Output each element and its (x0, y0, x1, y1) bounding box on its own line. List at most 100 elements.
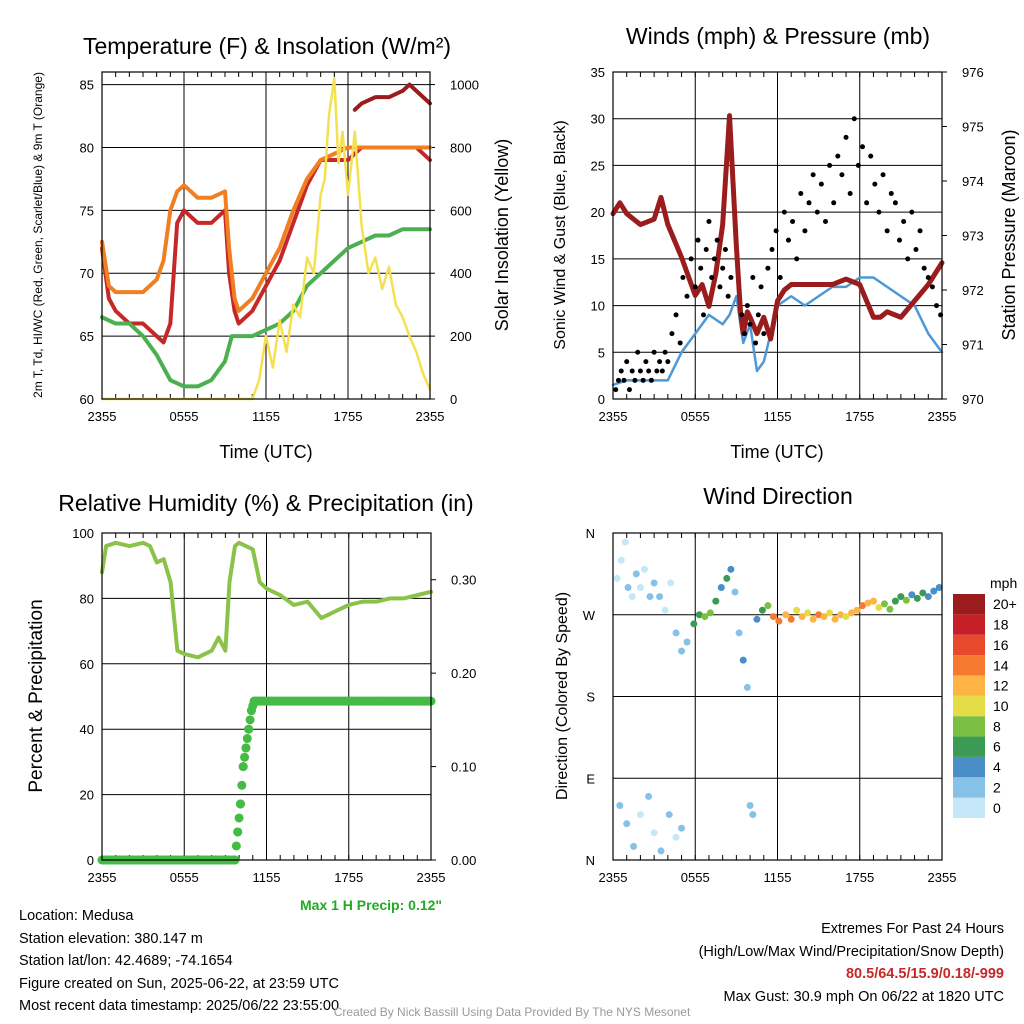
direction-point (853, 606, 861, 614)
gust-point (818, 181, 824, 187)
y-right-tick-label: 0.10 (451, 760, 476, 775)
colorbar-label: 20+ (993, 596, 1017, 612)
y-tick-label: 80 (80, 591, 94, 606)
gust-point (665, 359, 671, 365)
temperature-panel: Temperature (F) & Insolation (W/m²) 2355… (31, 33, 512, 462)
y-tick-label: 80 (80, 140, 94, 155)
winds-ylabel-right: Station Pressure (Maroon) (999, 129, 1019, 340)
gust-point (925, 275, 931, 281)
y-right-tick-label: 970 (962, 392, 984, 407)
gust-point (698, 265, 704, 271)
station-location: Location: Medusa (19, 908, 134, 924)
gust-point (635, 349, 641, 355)
insolation-line (100, 77, 432, 401)
gust-point (888, 190, 894, 196)
direction-point (657, 847, 665, 855)
direction-point (656, 593, 664, 601)
direction-point (667, 579, 675, 587)
gust-point (859, 144, 865, 150)
gust-point (929, 284, 935, 290)
direction-point (646, 593, 654, 601)
precip-point (240, 752, 250, 762)
direction-point (935, 584, 943, 591)
precip-point (233, 827, 243, 837)
direction-point (886, 605, 894, 613)
precip-point (245, 715, 255, 725)
x-tick-label: 0555 (681, 870, 710, 885)
gust-point (785, 237, 791, 243)
x-tick-label: 2355 (88, 409, 117, 424)
gust-point (814, 209, 820, 215)
direction-point (641, 565, 649, 573)
y-tick-label: 30 (591, 112, 605, 127)
humidity-title: Relative Humidity (%) & Precipitation (i… (58, 490, 473, 516)
direction-plot: 2355 0555 1155 1755 2355 N E S W N (583, 526, 957, 885)
gust-point (876, 209, 882, 215)
direction-point (924, 593, 932, 601)
y-tick-label: N (586, 853, 595, 868)
direction-panel: Wind Direction 2355 0555 1155 1755 2355 N E S W N… (554, 483, 1017, 885)
direction-point (630, 842, 638, 850)
y-tick-label: 25 (591, 158, 605, 173)
temperature-plot: 2355 0555 1155 1755 2355 60 65 70 75 80 85 0 200 400 6… (80, 72, 479, 424)
direction-point (897, 593, 905, 601)
direction-point (764, 602, 772, 610)
direction-point (869, 597, 877, 605)
extremes-subtitle: (High/Low/Max Wind/Precipitation/Snow De… (698, 943, 1004, 960)
gust-point (880, 172, 886, 178)
x-tick-label: 2355 (88, 870, 117, 885)
winds-frame (612, 71, 943, 400)
colorbar-swatch (953, 655, 985, 676)
gust-point (615, 377, 621, 383)
x-tick-label: 1155 (764, 870, 792, 885)
direction-point (636, 811, 644, 819)
direction-point (842, 613, 850, 621)
y-tick-label: N (586, 526, 595, 541)
gust-point (714, 237, 720, 243)
direction-point (848, 609, 856, 617)
winds-plot: 2355 0555 1155 1755 2355 0 5 10 15 20 25 30 35 970 971… (591, 65, 984, 424)
direction-point (672, 629, 680, 637)
direction-point (837, 611, 845, 619)
gust-point (720, 265, 726, 271)
recent-timestamp: Most recent data timestamp: 2025/06/22 2… (19, 998, 340, 1014)
gust-point (706, 218, 712, 224)
direction-point (746, 802, 754, 809)
direction-point (875, 603, 883, 611)
colorbar-swatch (953, 634, 985, 656)
gust-point (864, 200, 870, 206)
gust-point (790, 218, 796, 224)
rh-line (100, 540, 433, 660)
heat_index-line (352, 82, 432, 112)
x-tick-label: 1755 (334, 870, 363, 885)
gust-point (794, 256, 800, 262)
colorbar-swatch (953, 716, 985, 737)
gust-point (640, 377, 646, 383)
direction-point (908, 591, 916, 599)
y-right-tick-label: 0.20 (451, 666, 476, 681)
gust-point (626, 387, 632, 393)
gust-point (662, 349, 668, 355)
gust-point (677, 340, 683, 346)
y-tick-label: E (586, 771, 595, 786)
speed-colorbar: 0 2 4 6 8 10 12 14 16 18 20+ (953, 594, 1017, 818)
humidity-ylabel: Percent & Precipitation (26, 599, 47, 792)
x-tick-label: 1755 (845, 409, 874, 424)
humidity-plot: 2355 0555 1155 1755 2355 0 20 40 60 80 100 0.00 0.10… (72, 526, 476, 885)
direction-point (727, 565, 735, 573)
gust-point (835, 153, 841, 159)
gust-point (728, 275, 734, 281)
gust-point (680, 275, 686, 281)
y-right-tick-label: 971 (962, 338, 984, 353)
winds-title: Winds (mph) & Pressure (mb) (626, 23, 930, 49)
y-tick-label: S (586, 690, 595, 705)
station-elevation: Station elevation: 380.147 m (19, 930, 203, 947)
gust-point (624, 359, 630, 365)
precip-point (231, 841, 241, 851)
y-right-tick-label: 1000 (450, 78, 479, 93)
gust-point (688, 256, 694, 262)
y-right-tick-label: 0.30 (451, 573, 476, 588)
direction-point (695, 611, 703, 619)
gust-point (761, 331, 767, 337)
